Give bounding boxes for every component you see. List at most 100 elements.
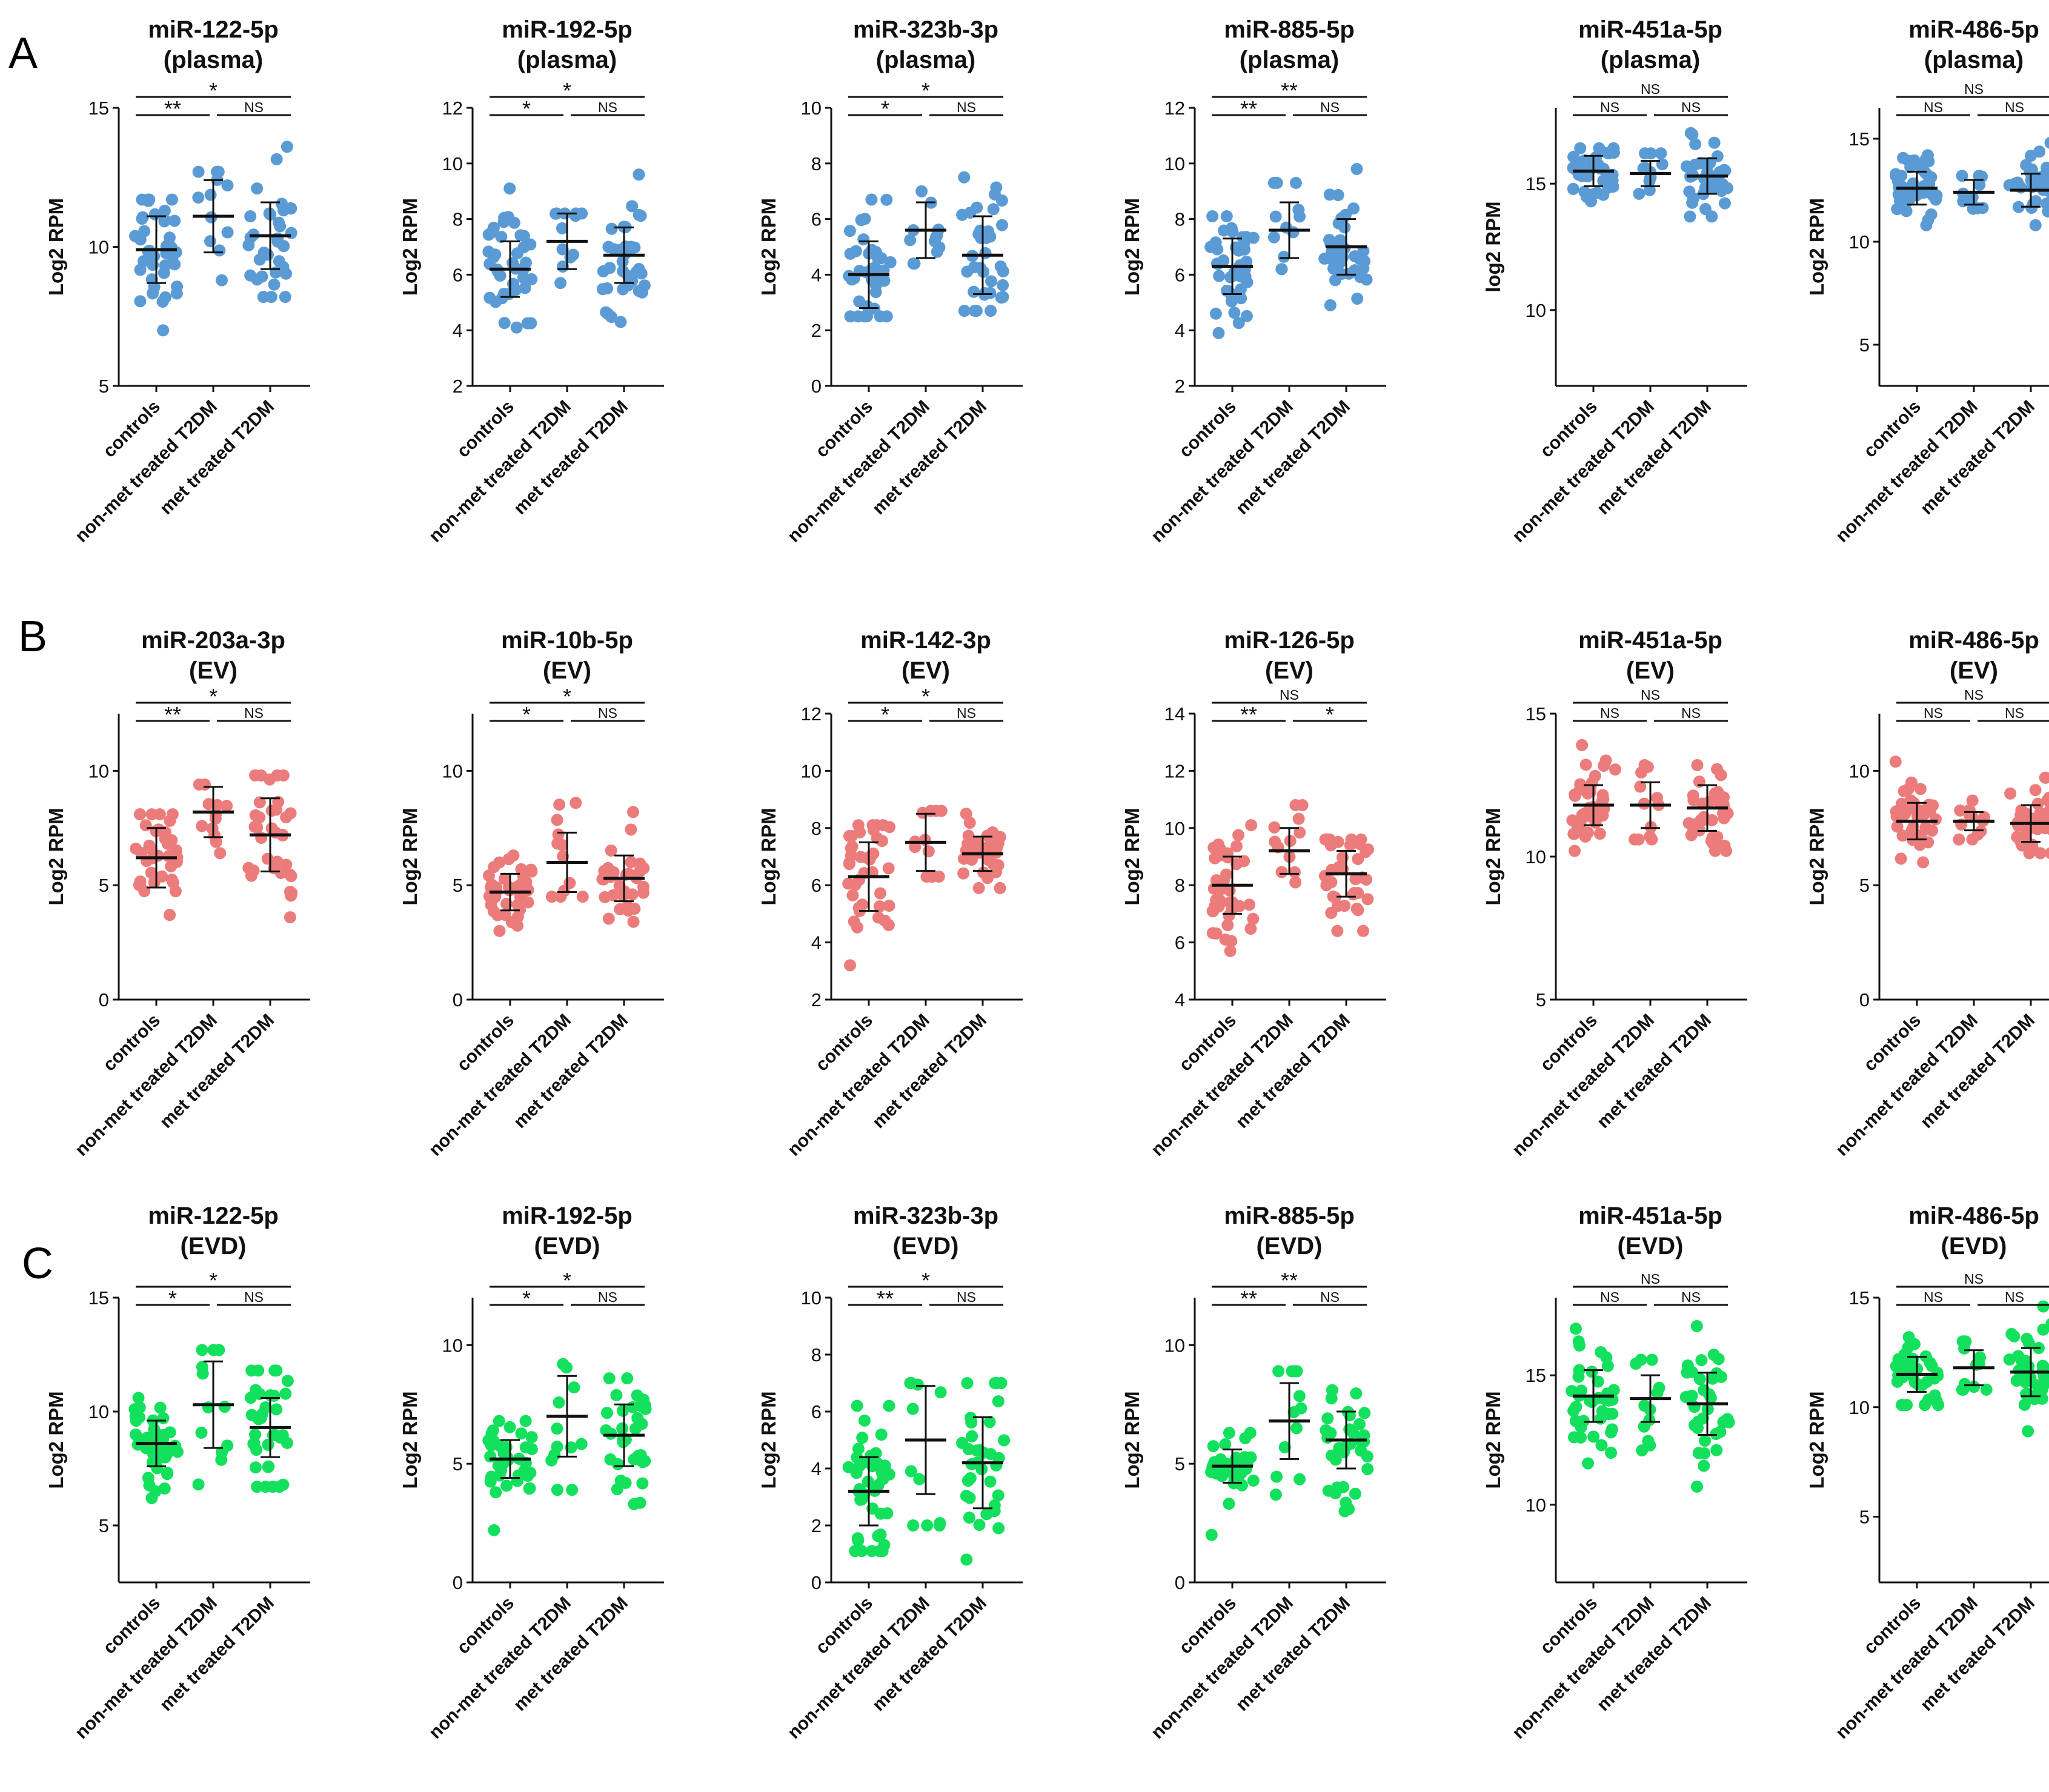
- data-point: [485, 1470, 498, 1483]
- data-point: [141, 1432, 153, 1444]
- data-point: [631, 1389, 643, 1402]
- data-point: [134, 295, 147, 308]
- data-point: [130, 1428, 142, 1441]
- sig-bracket-controls-vs-nonmet-label: *: [522, 1286, 531, 1311]
- data-point: [934, 1386, 947, 1399]
- data-point: [1323, 188, 1336, 201]
- data-point: [1692, 1447, 1705, 1459]
- data-point: [1699, 1435, 1712, 1447]
- data-point: [996, 219, 1009, 231]
- data-point: [1599, 754, 1612, 767]
- data-point: [2037, 1323, 2049, 1336]
- data-point: [1245, 819, 1258, 832]
- data-point: [1243, 898, 1256, 911]
- data-point: [517, 869, 530, 882]
- y-axis-label: Log2 RPM: [399, 198, 421, 296]
- data-point: [963, 1512, 975, 1524]
- data-point: [1293, 1390, 1306, 1402]
- chart-title-line: (EVD): [1941, 1233, 2007, 1259]
- data-point: [1607, 1384, 1620, 1396]
- data-point: [1930, 193, 1942, 206]
- data-point: [878, 274, 891, 287]
- sig-bracket-nonmet-vs-met-label: NS: [2005, 705, 2024, 721]
- data-point: [166, 808, 179, 821]
- y-tick-label: 10: [1526, 300, 1546, 321]
- data-point: [1576, 738, 1589, 751]
- sig-bracket-controls-vs-met-label: *: [563, 78, 571, 103]
- data-point: [984, 230, 997, 243]
- x-tick-label: met treated T2DM: [1593, 397, 1715, 519]
- chart-title-line: (EV): [543, 657, 591, 684]
- data-point: [196, 1344, 208, 1356]
- data-point: [905, 1465, 917, 1478]
- data-point: [989, 1377, 1001, 1389]
- chart-title-line: (plasma): [1601, 47, 1701, 73]
- data-point: [1572, 1370, 1585, 1383]
- data-point: [251, 1481, 264, 1493]
- data-point: [985, 275, 998, 288]
- y-tick-label: 15: [1526, 1365, 1546, 1386]
- data-point: [1908, 826, 1921, 839]
- sig-bracket-controls-vs-nonmet-label: *: [881, 702, 889, 727]
- data-point: [1289, 876, 1302, 889]
- data-point: [1278, 250, 1290, 263]
- data-point: [134, 264, 147, 276]
- data-point: [545, 891, 558, 903]
- data-point: [931, 245, 943, 258]
- data-point: [989, 866, 1002, 878]
- y-tick-label: 4: [1175, 989, 1185, 1010]
- data-point: [1324, 299, 1337, 311]
- data-point: [268, 278, 281, 291]
- data-point: [1698, 814, 1711, 826]
- x-tick-label: met treated T2DM: [510, 1010, 632, 1132]
- data-point: [565, 1441, 577, 1454]
- data-point: [1209, 852, 1221, 864]
- data-point: [279, 1387, 292, 1400]
- data-point: [989, 188, 1001, 201]
- data-point: [907, 1519, 920, 1531]
- data-point: [1916, 1379, 1928, 1392]
- chart-title-line: (plasma): [1924, 47, 2024, 73]
- sig-bracket-nonmet-vs-met-label: *: [1326, 702, 1334, 727]
- data-point: [1334, 256, 1347, 269]
- data-point: [213, 244, 226, 257]
- chart-title-line: (plasma): [164, 47, 264, 73]
- data-point: [1361, 1450, 1373, 1463]
- data-point: [961, 838, 974, 851]
- data-point: [510, 321, 523, 334]
- chart-title-line: miR-486-5p: [1908, 1203, 2039, 1229]
- data-point: [994, 881, 1006, 894]
- y-tick-label: 10: [442, 760, 463, 782]
- x-tick-label: met treated T2DM: [1232, 1593, 1354, 1715]
- data-point: [968, 261, 981, 274]
- data-point: [904, 234, 917, 247]
- data-point: [257, 246, 270, 259]
- data-point: [1361, 893, 1374, 906]
- data-point: [616, 1404, 629, 1417]
- data-point: [1895, 852, 1907, 865]
- data-point: [2019, 1355, 2032, 1367]
- data-point: [242, 239, 255, 251]
- data-point: [1601, 147, 1613, 159]
- data-point: [132, 1392, 145, 1404]
- data-point: [1228, 307, 1241, 319]
- data-point: [1925, 1359, 1938, 1372]
- data-point: [961, 1377, 974, 1389]
- data-point: [1586, 1366, 1598, 1378]
- data-point: [1358, 1407, 1371, 1419]
- data-point: [1963, 804, 1976, 817]
- data-point: [204, 235, 216, 248]
- data-point: [1689, 138, 1702, 150]
- sig-bracket-controls-vs-met-label: *: [563, 1268, 571, 1293]
- data-point: [159, 259, 171, 272]
- chart-title-line: (EVD): [1618, 1233, 1684, 1259]
- data-point: [482, 1434, 495, 1447]
- y-tick-label: 10: [801, 760, 822, 782]
- data-point: [1655, 147, 1667, 160]
- chart-title-line: miR-451a-5p: [1578, 1203, 1722, 1229]
- y-tick-label: 2: [811, 320, 822, 341]
- data-point: [519, 282, 531, 294]
- data-point: [972, 881, 985, 894]
- data-point: [1891, 203, 1904, 216]
